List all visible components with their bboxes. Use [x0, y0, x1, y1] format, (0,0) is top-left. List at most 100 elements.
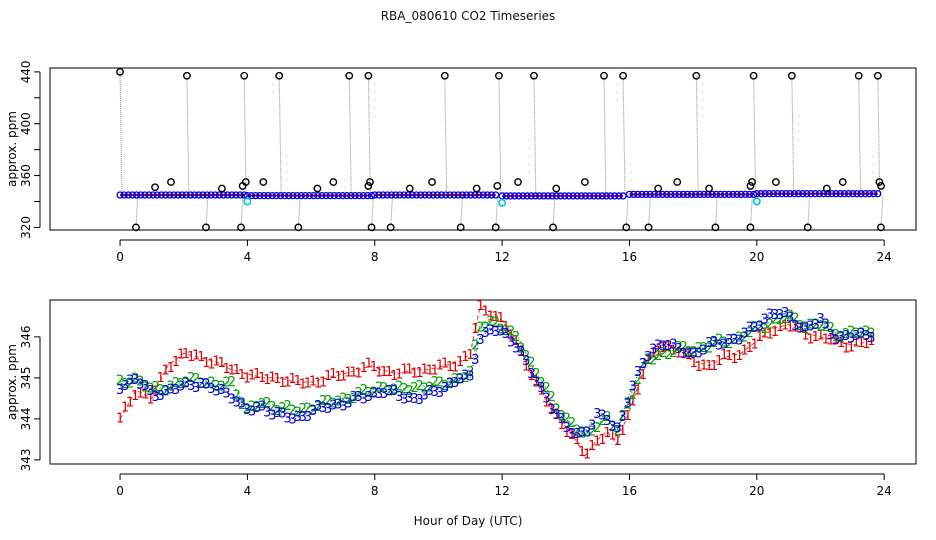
- top-x-tick-label: 0: [116, 250, 124, 264]
- top-x-tick-label: 20: [749, 250, 764, 264]
- baseline-point: [305, 192, 314, 200]
- series-3-marker: 3: [817, 312, 825, 327]
- series-2-marker: 2: [847, 324, 855, 339]
- baseline-point: [836, 190, 844, 198]
- series-2-marker: 2: [319, 394, 327, 409]
- baseline-point: [161, 191, 170, 199]
- series-1-marker: 1: [481, 304, 489, 319]
- series-3-marker: 3: [380, 387, 388, 402]
- baseline-point: [531, 192, 540, 200]
- baseline-point: [454, 191, 462, 199]
- series-3-marker: 3: [690, 346, 698, 361]
- outlier-point: [877, 182, 885, 190]
- high-spike-point: [116, 67, 124, 76]
- baseline-point: [556, 192, 565, 200]
- high-spike-point: [873, 71, 882, 80]
- series-2-marker: 2: [608, 420, 616, 435]
- spike-connector: [240, 194, 244, 228]
- series-1-marker: 1: [273, 372, 281, 387]
- baseline-point: [819, 190, 828, 198]
- series-1-marker: 1: [146, 392, 154, 407]
- baseline-point: [519, 192, 527, 200]
- series-1-marker: 1: [512, 334, 520, 349]
- outlier-point: [428, 178, 436, 186]
- baseline-point: [721, 190, 729, 199]
- low-spike-point: [491, 223, 500, 232]
- series-3-marker: 3: [253, 401, 261, 416]
- series-2-marker: 2: [735, 331, 743, 346]
- series-1-marker: 1: [720, 348, 728, 363]
- top-x-axis: 0 4 8 12 16 20 24: [116, 239, 892, 264]
- baseline-point: [824, 190, 832, 198]
- series-3-marker: 3: [710, 335, 718, 350]
- series-3-marker: 3: [593, 407, 601, 422]
- series-2-marker: 2: [568, 416, 576, 431]
- series-2-marker: 2: [517, 341, 525, 356]
- series-3-marker: 3: [324, 402, 332, 417]
- baseline-point: [429, 191, 437, 199]
- series-3-marker: 3: [223, 387, 231, 402]
- outlier-point: [552, 184, 561, 193]
- series-1-marker: 1: [685, 348, 693, 363]
- series-1-marker: 1: [766, 328, 774, 343]
- series-1-marker: 1: [375, 366, 383, 381]
- baseline-point: [523, 192, 531, 200]
- series-1-marker: 1: [811, 330, 819, 345]
- baseline-point: [412, 191, 421, 199]
- baseline-point: [679, 190, 687, 199]
- series-2-marker: 2: [212, 379, 220, 394]
- series-2-marker: 2: [456, 372, 464, 387]
- series-1-marker: 1: [456, 355, 464, 370]
- high-spike-point: [364, 71, 373, 80]
- series-1-marker: 1: [613, 434, 621, 449]
- baseline-point: [625, 190, 634, 199]
- top-x-tick-label: 12: [494, 250, 509, 264]
- series-2-marker: 2: [187, 371, 195, 386]
- series-3-marker: 3: [695, 346, 703, 361]
- series-3-marker: 3: [390, 384, 398, 399]
- series-2-marker: 2: [613, 424, 621, 439]
- series-3-marker: 3: [639, 357, 647, 372]
- baseline-point: [790, 190, 799, 198]
- series-2-marker: 2: [867, 327, 875, 342]
- series-3-marker: 3: [685, 347, 693, 362]
- baseline-point: [544, 192, 552, 200]
- series-3-marker: 3: [197, 377, 205, 392]
- series-3-marker: 3: [771, 308, 779, 323]
- series-3-marker: 3: [654, 339, 662, 354]
- outlier-point: [259, 178, 268, 186]
- series-3-marker: 3: [268, 408, 276, 423]
- series-2-marker: 2: [634, 373, 642, 388]
- high-spike-point: [530, 71, 538, 80]
- baseline-point: [280, 192, 289, 200]
- series-2-marker: 2: [182, 375, 190, 390]
- baseline-point: [359, 192, 367, 200]
- baseline-point: [733, 190, 741, 199]
- series-3-marker: 3: [603, 414, 611, 429]
- baseline-point: [145, 191, 153, 199]
- baseline-point: [502, 192, 510, 200]
- series-1-marker: 1: [278, 376, 286, 391]
- series-1-marker: 1: [400, 362, 408, 377]
- series-2-marker: 2: [776, 313, 784, 328]
- baseline-point: [334, 192, 343, 200]
- baseline-point: [853, 190, 861, 198]
- spike-connectors: [119, 71, 884, 228]
- series-1-marker: 1: [471, 322, 479, 337]
- baseline-point: [157, 191, 166, 199]
- series-1-marker: 1: [304, 376, 312, 391]
- baseline-point: [351, 192, 359, 200]
- series-3-marker: 3: [583, 426, 591, 441]
- series-3-marker: 3: [365, 390, 373, 405]
- series-1-marker: 1: [624, 409, 632, 424]
- series-3-marker: 3: [806, 320, 814, 335]
- series-1-marker: 1: [212, 354, 220, 369]
- series-1-marker: 1: [756, 330, 764, 345]
- series-2-marker: 2: [278, 401, 286, 416]
- series-1-marker: 1: [847, 341, 855, 356]
- series-1-marker: 1: [679, 346, 687, 361]
- baseline-point: [828, 190, 836, 198]
- series-1-marker: 1: [588, 439, 596, 454]
- series-1-marker: 1: [324, 369, 332, 384]
- series-2-marker: 2: [431, 375, 439, 390]
